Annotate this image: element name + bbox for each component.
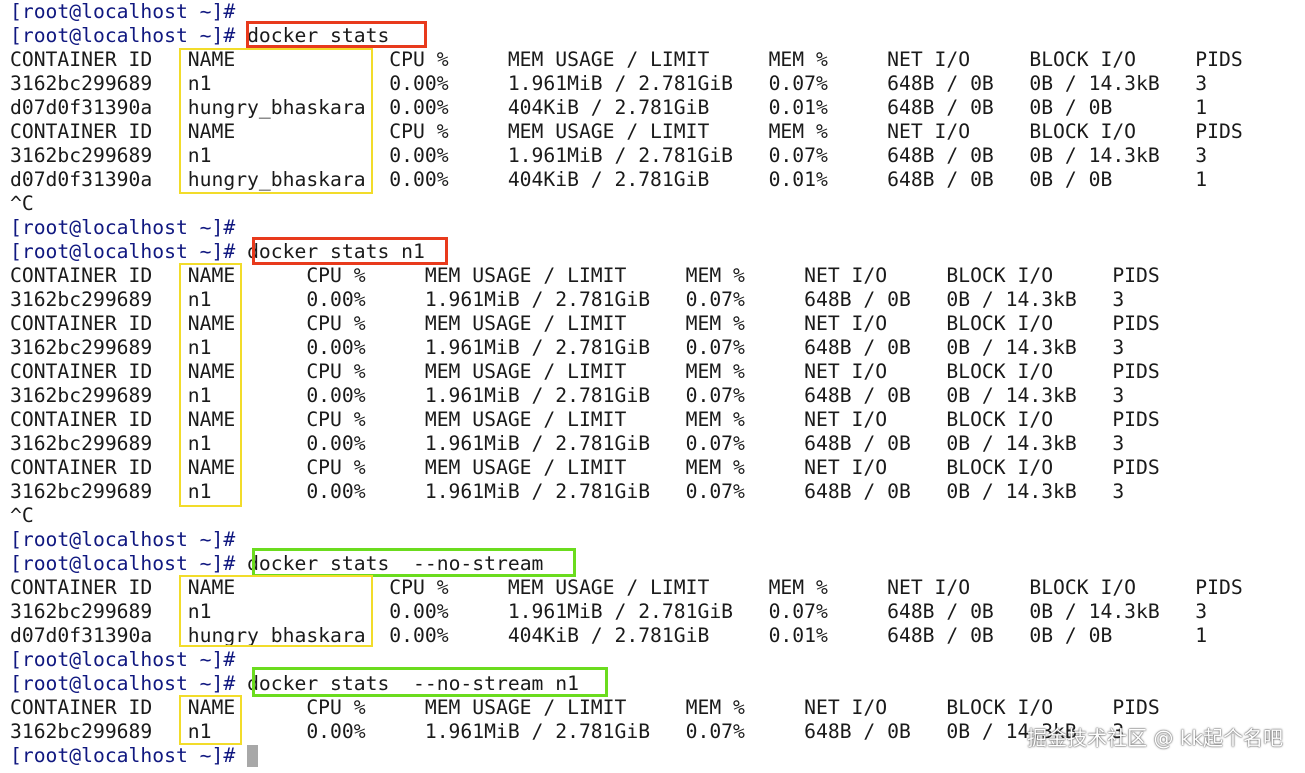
output-text: 3162bc299689 n1 0.00% 1.961MiB / 2.781Gi… [10,480,1125,503]
shell-prompt: [root@localhost ~]# [10,744,236,767]
output-text: CONTAINER ID NAME CPU % MEM USAGE / LIMI… [10,408,1160,431]
output-line: CONTAINER ID NAME CPU % MEM USAGE / LIMI… [10,456,1300,480]
prompt-line: [root@localhost ~]# [10,0,1300,24]
output-text: 3162bc299689 n1 0.00% 1.961MiB / 2.781Gi… [10,288,1125,311]
output-line: 3162bc299689 n1 0.00% 1.961MiB / 2.781Gi… [10,432,1300,456]
output-line: 3162bc299689 n1 0.00% 1.961MiB / 2.781Gi… [10,144,1300,168]
shell-prompt: [root@localhost ~]# [10,528,236,551]
command-text: docker stats n1 [235,240,425,263]
output-text: CONTAINER ID NAME CPU % MEM USAGE / LIMI… [10,576,1243,599]
output-text: d07d0f31390a hungry_bhaskara 0.00% 404Ki… [10,168,1208,191]
output-text: 3162bc299689 n1 0.00% 1.961MiB / 2.781Gi… [10,432,1125,455]
output-line: CONTAINER ID NAME CPU % MEM USAGE / LIMI… [10,48,1300,72]
output-text: ^C [10,192,34,215]
output-text: 3162bc299689 n1 0.00% 1.961MiB / 2.781Gi… [10,384,1125,407]
prompt-line: [root@localhost ~]# docker stats --no-st… [10,672,1300,696]
output-text: CONTAINER ID NAME CPU % MEM USAGE / LIMI… [10,456,1160,479]
output-text: d07d0f31390a hungry_bhaskara 0.00% 404Ki… [10,624,1208,647]
shell-prompt: [root@localhost ~]# [10,24,236,47]
watermark-text: 掘金技术社区 @ kk起个名吧 [1027,726,1283,750]
output-text: CONTAINER ID NAME CPU % MEM USAGE / LIMI… [10,696,1160,719]
output-text: 3162bc299689 n1 0.00% 1.961MiB / 2.781Gi… [10,72,1208,95]
shell-prompt: [root@localhost ~]# [10,240,236,263]
output-text: 3162bc299689 n1 0.00% 1.961MiB / 2.781Gi… [10,720,1125,743]
command-text [235,744,247,767]
shell-prompt: [root@localhost ~]# [10,552,236,575]
output-line: ^C [10,192,1300,216]
output-text: CONTAINER ID NAME CPU % MEM USAGE / LIMI… [10,312,1160,335]
text-cursor[interactable] [247,745,259,767]
prompt-line: [root@localhost ~]# [10,528,1300,552]
shell-prompt: [root@localhost ~]# [10,648,236,671]
output-line: CONTAINER ID NAME CPU % MEM USAGE / LIMI… [10,576,1300,600]
output-line: CONTAINER ID NAME CPU % MEM USAGE / LIMI… [10,696,1300,720]
output-text: CONTAINER ID NAME CPU % MEM USAGE / LIMI… [10,264,1160,287]
shell-prompt: [root@localhost ~]# [10,672,236,695]
output-line: 3162bc299689 n1 0.00% 1.961MiB / 2.781Gi… [10,336,1300,360]
prompt-line: [root@localhost ~]# docker stats [10,24,1300,48]
prompt-line: [root@localhost ~]# [10,216,1300,240]
command-text: docker stats [235,24,390,47]
output-line: 3162bc299689 n1 0.00% 1.961MiB / 2.781Gi… [10,72,1300,96]
output-line: CONTAINER ID NAME CPU % MEM USAGE / LIMI… [10,264,1300,288]
shell-prompt: [root@localhost ~]# [10,216,236,239]
output-line: 3162bc299689 n1 0.00% 1.961MiB / 2.781Gi… [10,288,1300,312]
output-text: ^C [10,504,34,527]
output-text: 3162bc299689 n1 0.00% 1.961MiB / 2.781Gi… [10,600,1208,623]
output-line: 3162bc299689 n1 0.00% 1.961MiB / 2.781Gi… [10,720,1300,744]
output-text: CONTAINER ID NAME CPU % MEM USAGE / LIMI… [10,48,1243,71]
output-line: d07d0f31390a hungry_bhaskara 0.00% 404Ki… [10,624,1300,648]
output-line: CONTAINER ID NAME CPU % MEM USAGE / LIMI… [10,120,1300,144]
output-text: CONTAINER ID NAME CPU % MEM USAGE / LIMI… [10,360,1160,383]
output-line: CONTAINER ID NAME CPU % MEM USAGE / LIMI… [10,408,1300,432]
prompt-line: [root@localhost ~]# docker stats n1 [10,240,1300,264]
output-text: CONTAINER ID NAME CPU % MEM USAGE / LIMI… [10,120,1243,143]
output-line: ^C [10,504,1300,528]
prompt-line: [root@localhost ~]# docker stats --no-st… [10,552,1300,576]
prompt-line: [root@localhost ~]# [10,648,1300,672]
output-line: 3162bc299689 n1 0.00% 1.961MiB / 2.781Gi… [10,384,1300,408]
command-text: docker stats --no-stream [235,552,544,575]
command-text: docker stats --no-stream n1 [235,672,579,695]
terminal-output[interactable]: [root@localhost ~]# [root@localhost ~]# d… [10,0,1300,768]
prompt-line: [root@localhost ~]# [10,744,1300,768]
output-line: 3162bc299689 n1 0.00% 1.961MiB / 2.781Gi… [10,480,1300,504]
output-text: 3162bc299689 n1 0.00% 1.961MiB / 2.781Gi… [10,336,1125,359]
output-text: 3162bc299689 n1 0.00% 1.961MiB / 2.781Gi… [10,144,1208,167]
output-line: d07d0f31390a hungry_bhaskara 0.00% 404Ki… [10,96,1300,120]
output-line: CONTAINER ID NAME CPU % MEM USAGE / LIMI… [10,312,1300,336]
shell-prompt: [root@localhost ~]# [10,0,236,23]
output-text: d07d0f31390a hungry_bhaskara 0.00% 404Ki… [10,96,1208,119]
output-line: 3162bc299689 n1 0.00% 1.961MiB / 2.781Gi… [10,600,1300,624]
output-line: d07d0f31390a hungry_bhaskara 0.00% 404Ki… [10,168,1300,192]
output-line: CONTAINER ID NAME CPU % MEM USAGE / LIMI… [10,360,1300,384]
